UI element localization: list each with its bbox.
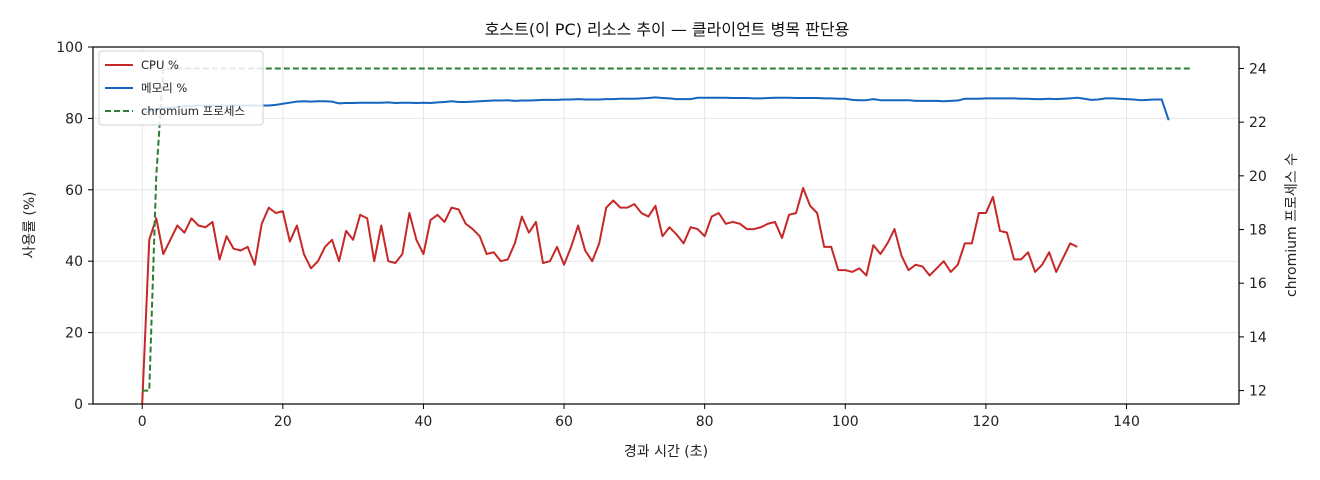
x-tick-label: 80 (696, 414, 714, 430)
legend-box (98, 50, 264, 126)
x-axis-label: 경과 시간 (초) (624, 444, 708, 460)
y2-tick-label: 24 (1249, 61, 1267, 77)
legend-label-2: chromium 프로세스 (141, 104, 245, 118)
y-axis-right: 12 14 16 18 20 22 24 (1239, 61, 1267, 400)
series-line-2 (142, 67, 1190, 392)
y-tick-label: 60 (65, 183, 83, 199)
x-axis: 0 20 40 60 80 100 120 140 (138, 404, 1140, 430)
legend-label-1: 메모리 % (141, 81, 187, 95)
plot-frame (92, 46, 1240, 405)
y2-tick-label: 14 (1249, 330, 1267, 346)
y-tick-label: 20 (65, 326, 83, 342)
y-tick-label: 40 (65, 254, 83, 270)
x-tick-label: 40 (415, 414, 433, 430)
y-tick-label: 80 (65, 111, 83, 127)
y2-tick-label: 22 (1249, 115, 1267, 131)
gridlines (93, 46, 1239, 405)
x-tick-label: 0 (138, 414, 147, 430)
y-axis-label: 사용률 (%) (22, 191, 38, 258)
x-tick-label: 20 (274, 414, 292, 430)
series-line-1 (141, 96, 1170, 121)
y2-tick-label: 20 (1249, 169, 1267, 185)
x-tick-label: 120 (973, 414, 1000, 430)
x-tick-label: 140 (1113, 414, 1140, 430)
y2-tick-label: 18 (1249, 223, 1267, 239)
chart-title: 호스트(이 PC) 리소스 추이 — 클라이언트 병목 판단용 (485, 20, 850, 39)
y-tick-label: 100 (56, 40, 83, 56)
series-line-0 (141, 187, 1078, 405)
legend-label-0: CPU % (141, 58, 179, 72)
y-axis-left: 0 20 40 60 80 100 (56, 40, 93, 413)
x-tick-label: 100 (832, 414, 859, 430)
y2-axis-label: chromium 프로세스 수 (1284, 153, 1300, 297)
y-tick-label: 0 (74, 397, 83, 413)
x-tick-label: 60 (555, 414, 573, 430)
y2-tick-label: 16 (1249, 276, 1267, 292)
series-layer (141, 67, 1190, 405)
legend: CPU % 메모리 % chromium 프로세스 (98, 50, 264, 126)
y2-tick-label: 12 (1249, 384, 1267, 400)
